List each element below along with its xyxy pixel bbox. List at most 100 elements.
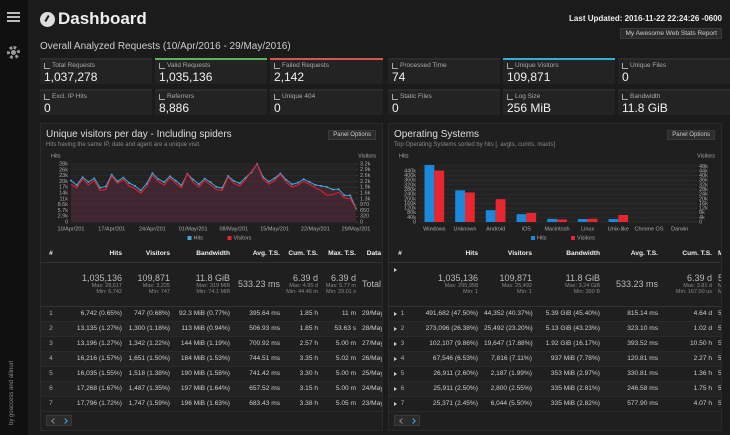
y2-tick-label: 24k <box>699 192 708 198</box>
panel: Operating Systems Top Operating Systems … <box>388 123 722 431</box>
column-header[interactable]: Bandwidth <box>535 246 603 263</box>
pagination[interactable] <box>394 415 420 426</box>
legend-label: Hits <box>194 235 204 241</box>
table-row[interactable]: 6 25,911 (2.50%) 2,800 (2.55%) 335 MiB (2.8… <box>389 381 721 397</box>
table-row[interactable]: 7 17,796 (1.72%) 1,747 (1.59%) 196 MiB (1.6… <box>41 396 382 412</box>
settings-icon[interactable] <box>7 46 20 59</box>
table-cell: 683.43 ms <box>233 396 283 412</box>
panel-options[interactable]: Panel Options <box>328 130 376 140</box>
table-cell: 937 MiB (7.78%) <box>535 351 603 367</box>
menu-icon[interactable] <box>7 12 20 14</box>
table-cell: 700.92 ms <box>233 336 283 352</box>
column-header[interactable]: Max. T.S. <box>321 246 359 263</box>
point <box>122 176 125 179</box>
table-cell: 5.87 m <box>715 351 721 367</box>
table-row[interactable]: 1 6,742 (0.65%) 747 (0.68%) 92.3 MiB (0.77%… <box>41 306 382 322</box>
x-tick-label: 22/May/201 <box>301 226 330 232</box>
table-cell: 1,300 (1.18%) <box>125 321 173 337</box>
point <box>227 174 230 177</box>
summary-line: 6.39 d <box>292 273 318 283</box>
x-tick-label: 01/May/201 <box>179 226 208 232</box>
legend-swatch <box>187 236 192 240</box>
y2-tick-label: 4k <box>699 215 705 221</box>
point <box>349 194 352 197</box>
card-label: Log Size <box>507 93 611 100</box>
table-cell: 16,035 (1.55%) <box>61 366 125 382</box>
table-row[interactable]: 7 25,371 (2.45%) 6,044 (5.50%) 335 MiB (2.8… <box>389 396 721 412</box>
overview-title: Overall Analyzed Requests (10/Apr/2016 -… <box>40 41 291 52</box>
table-cell: 5.69 m <box>715 336 721 352</box>
table-cell: 5.05 m <box>321 396 359 412</box>
table-row[interactable]: 6 17,268 (1.67%) 1,487 (1.35%) 197 MiB (1.6… <box>41 381 382 397</box>
summary-line: Min: 44.46 m <box>286 289 318 295</box>
y-tick-label: 240k <box>404 192 416 198</box>
point <box>104 185 107 188</box>
legend-swatch <box>531 236 535 240</box>
column-header[interactable]: Hits <box>411 246 481 263</box>
column-header[interactable]: Max. T.S. <box>715 246 721 263</box>
bar <box>434 170 445 222</box>
table-row[interactable]: 1 491,682 (47.50%) 44,352 (40.37%) 5.39 GiB… <box>389 306 721 322</box>
table-cell: 815.14 ms <box>603 306 661 322</box>
table-row[interactable]: 4 16,216 (1.57%) 1,651 (1.50%) 184 MiB (1.5… <box>41 351 382 367</box>
table-row[interactable]: 5 16,035 (1.55%) 1,518 (1.38%) 190 MiB (1.5… <box>41 366 382 382</box>
panel-options[interactable]: Panel Options <box>667 130 715 140</box>
y2-tick-label: 0 <box>360 219 363 225</box>
table-row[interactable]: 3 102,107 (9.86%) 19,647 (17.88%) 1.92 GiB … <box>389 336 721 352</box>
table-cell: 5.33 m <box>715 381 721 397</box>
table-row[interactable]: 2 13,135 (1.27%) 1,300 (1.18%) 113 MiB (0.9… <box>41 321 382 337</box>
y-tick-label: 120k <box>404 206 416 212</box>
column-header[interactable]: Avg. T.S. <box>233 246 283 263</box>
table-row[interactable]: 4 67,546 (6.53%) 7,816 (7.11%) 937 MiB (7.7… <box>389 351 721 367</box>
card-value: 109,871 <box>507 70 551 84</box>
y-tick-label: 23k <box>59 173 68 179</box>
y-tick-label: 320k <box>404 182 416 188</box>
stat-card: Bandwidth 11.8 GiB <box>618 89 730 115</box>
table-cell: 3.30 h <box>283 366 321 382</box>
report-button[interactable]: My Awesome Web Stats Report <box>620 28 722 39</box>
table-cell: 395.64 ms <box>233 306 283 322</box>
y-tick-label: 28k <box>59 161 68 167</box>
column-header[interactable]: Bandwidth <box>173 246 233 263</box>
y2-tick-label: 650 <box>360 208 369 214</box>
column-header[interactable]: Data <box>359 246 382 263</box>
card-label: Referrers <box>159 93 263 100</box>
y2-tick-label: 36k <box>699 178 708 184</box>
table-cell: 273,096 (26.38%) <box>411 321 481 337</box>
legend-label: Hits <box>537 235 547 241</box>
column-header[interactable]: Hits <box>61 246 125 263</box>
summary-cell: 6.39 d Max: 5.77 m Min: 29.01 s <box>321 262 359 307</box>
column-header[interactable]: # <box>389 246 411 263</box>
data-table: # Hits Visitors Bandwidth Avg. T.S. Cum. T.S.… <box>389 246 721 412</box>
table-cell: 7 <box>41 396 61 412</box>
summary-cell: 109,871 Max: 3,225 Min: 747 <box>125 262 173 307</box>
table-cell: 190 MiB (1.58%) <box>173 366 233 382</box>
point <box>273 177 276 180</box>
table-row[interactable]: 2 273,096 (26.38%) 25,492 (23.20%) 5.13 GiB… <box>389 321 721 337</box>
column-header[interactable]: Cum. T.S. <box>283 246 321 263</box>
table-row[interactable]: 5 26,911 (2.60%) 2,187 (1.99%) 353 MiB (2.9… <box>389 366 721 382</box>
point <box>110 173 113 176</box>
table-cell: 6 <box>389 381 411 397</box>
summary-row: 1,035,136 Max: 295,958 Min: 1 109,871 Max: 2… <box>389 262 721 307</box>
summary-cell: 6.39 d Max: 4.95 d Min: 44.46 m <box>283 262 321 307</box>
summary-line: 1,035,136 <box>81 273 122 283</box>
column-header[interactable]: Avg. T.S. <box>603 246 661 263</box>
summary-blank <box>41 262 61 307</box>
pagination[interactable] <box>46 415 72 426</box>
column-header[interactable]: # <box>41 246 61 263</box>
card-label: Failed Requests <box>274 62 379 69</box>
y-tick-label: 400k <box>404 173 416 179</box>
column-header[interactable]: Cum. T.S. <box>661 246 715 263</box>
table-row[interactable]: 3 13,196 (1.27%) 1,342 (1.22%) 144 MiB (1.1… <box>41 336 382 352</box>
column-header[interactable]: Visitors <box>125 246 173 263</box>
x-tick-label: 29/May/201 <box>342 226 371 232</box>
table-cell: 184 MiB (1.53%) <box>173 351 233 367</box>
summary-line: 6.39 d <box>686 273 712 283</box>
column-header[interactable]: Visitors <box>481 246 535 263</box>
point <box>75 184 78 187</box>
x-tick-label: Android <box>486 226 505 232</box>
summary-line: 11.8 GiB <box>195 273 230 283</box>
y2-tick-label: 2.2k <box>360 179 371 185</box>
table-cell: 26,911 (2.60%) <box>411 366 481 382</box>
